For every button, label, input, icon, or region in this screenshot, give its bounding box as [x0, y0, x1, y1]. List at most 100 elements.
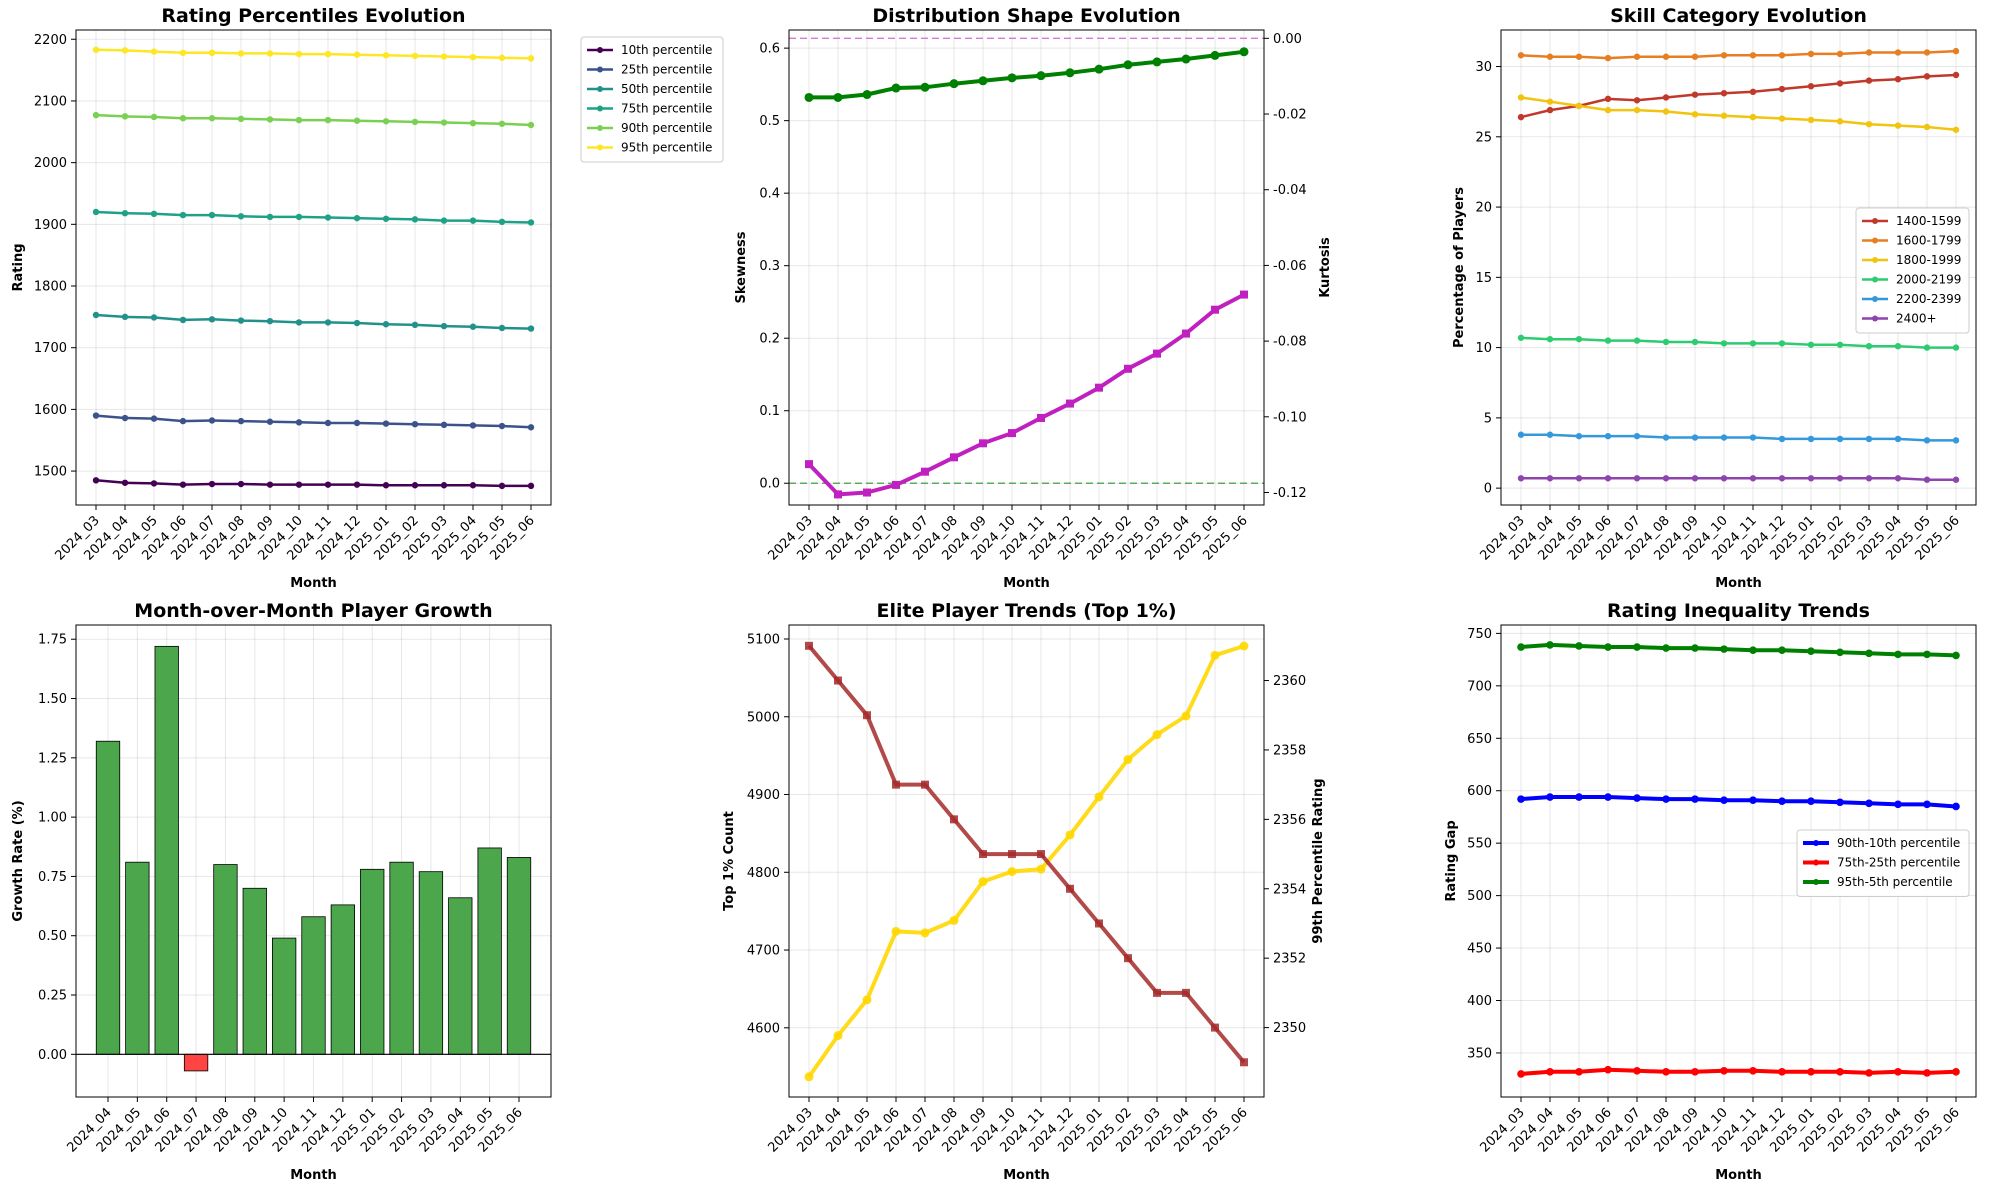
panel-distribution-shape: Distribution Shape Evolution 2024_032024…: [734, 5, 1333, 591]
data-point: [1517, 52, 1525, 59]
bar: [183, 1053, 209, 1072]
series-line: [1520, 96, 1957, 132]
data-point: [1894, 475, 1902, 482]
data-point: [179, 417, 187, 425]
y-tick-label: 0.75: [38, 870, 67, 885]
data-point: [498, 120, 506, 127]
data-point: [1066, 399, 1074, 408]
data-point: [150, 415, 158, 422]
data-point: [1123, 755, 1133, 765]
data-point: [1952, 71, 1960, 79]
legend-marker: [1813, 859, 1819, 866]
data-point: [1124, 364, 1132, 373]
data-point: [1211, 1023, 1219, 1032]
y-tick-label: 25: [1475, 130, 1492, 145]
legend-marker: [1872, 257, 1878, 263]
data-point: [1778, 646, 1786, 654]
legend-marker: [597, 125, 603, 131]
data-point: [353, 319, 361, 327]
data-point: [411, 420, 419, 428]
legend-marker: [1872, 218, 1878, 224]
y2-tick-label: 2358: [1273, 743, 1306, 758]
data-point: [498, 324, 506, 332]
data-point: [863, 488, 871, 497]
data-point: [862, 90, 872, 100]
y-tick-label: 1.00: [38, 811, 67, 826]
data-point: [527, 219, 535, 226]
y-tick-label: 0.6: [759, 42, 780, 57]
y-tick-label: 0: [1484, 482, 1492, 497]
y2-tick-label: 2360: [1273, 674, 1306, 689]
data-point: [121, 414, 129, 422]
legend-entry: 75th percentile: [621, 102, 712, 116]
data-point: [469, 422, 477, 429]
data-point: [1952, 126, 1960, 133]
data-point: [208, 49, 216, 57]
y-tick-label: 700: [1467, 679, 1492, 694]
data-point: [1691, 795, 1699, 803]
y-tick-label: 5000: [747, 710, 780, 725]
data-point: [1749, 340, 1757, 347]
y2-tick-label: 2354: [1273, 882, 1306, 897]
series-line: [95, 210, 532, 224]
data-point: [1807, 797, 1815, 806]
data-point: [1749, 113, 1757, 121]
data-point: [237, 317, 245, 324]
data-point: [1633, 53, 1641, 60]
panel-player-growth: Month-over-Month Player Growth 2024_0420…: [11, 600, 552, 1183]
legend-marker: [1813, 840, 1819, 846]
data-point: [92, 111, 100, 119]
data-point: [411, 216, 419, 223]
bar: [301, 916, 326, 1055]
y-tick-label: 0.50: [38, 929, 67, 944]
y-tick-label: 550: [1467, 837, 1492, 852]
data-point: [1633, 337, 1641, 344]
y-tick-label: 350: [1467, 1046, 1492, 1061]
data-point: [1720, 112, 1728, 119]
data-point: [1778, 340, 1786, 347]
data-point: [1575, 1068, 1583, 1076]
data-point: [1662, 644, 1670, 652]
y-tick-label: 1500: [34, 465, 67, 480]
data-point: [498, 482, 506, 490]
data-point: [1720, 475, 1728, 482]
bar: [418, 871, 444, 1055]
data-point: [862, 995, 872, 1005]
data-point: [1865, 49, 1873, 56]
data-point: [920, 82, 930, 92]
data-point: [353, 419, 361, 427]
data-point: [1778, 435, 1786, 443]
data-point: [805, 641, 813, 650]
data-point: [805, 460, 813, 469]
series-line: [1520, 1067, 1957, 1076]
data-point: [1662, 94, 1670, 101]
data-point: [950, 815, 958, 824]
data-point: [1604, 1065, 1612, 1074]
data-point: [1153, 988, 1161, 997]
data-point: [353, 51, 361, 58]
data-point: [863, 711, 871, 720]
data-point: [1720, 1066, 1728, 1075]
panel-elite-trends: Elite Player Trends (Top 1%) 2024_032024…: [722, 600, 1326, 1183]
panel-rating-inequality: Rating Inequality Trends 2024_032024_042…: [1444, 600, 1977, 1183]
y-tick-label: 30: [1475, 60, 1492, 75]
y2-tick-label: 2356: [1273, 813, 1306, 828]
data-point: [1517, 334, 1525, 341]
data-point: [440, 482, 448, 489]
data-point: [1007, 73, 1017, 83]
data-point: [949, 915, 959, 925]
data-point: [1952, 1068, 1960, 1076]
data-point: [1720, 645, 1728, 653]
data-point: [179, 481, 187, 488]
legend-entry: 1800-1999: [1896, 253, 1961, 267]
y-tick-label: 1.25: [38, 751, 67, 766]
data-point: [804, 92, 814, 102]
data-point: [208, 480, 216, 488]
data-point: [295, 481, 303, 488]
plot-frame: [75, 29, 552, 506]
y-tick-label: 1.75: [38, 633, 67, 648]
data-point: [1778, 797, 1786, 806]
legend-entry: 90th percentile: [621, 121, 712, 135]
data-point: [527, 482, 535, 490]
